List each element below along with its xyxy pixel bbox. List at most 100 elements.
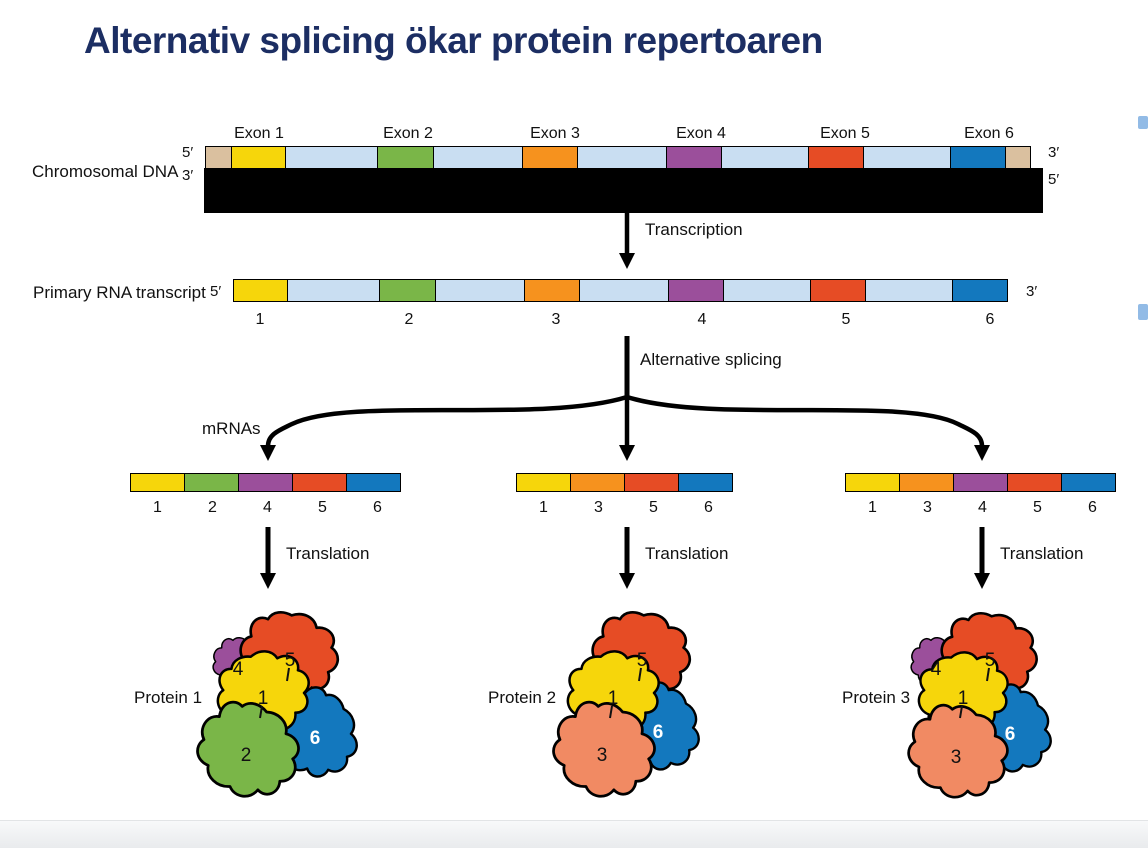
bottom-strip	[0, 820, 1148, 848]
protein-3-label: Protein 3	[842, 688, 911, 707]
mrna-exon-segment	[184, 473, 239, 492]
protein-subunit-number: 6	[653, 722, 664, 743]
rna-exon-2	[379, 279, 436, 302]
rna-numbers-row: 1 2 3 4 5 6	[233, 311, 1018, 331]
protein-subunit-blob	[556, 640, 671, 746]
protein-subunit-number: 4	[233, 659, 244, 680]
mrna-exon-segment	[1007, 473, 1062, 492]
translation-arrow-1	[260, 527, 276, 589]
protein-1-cluster: 4 5 6 1 2	[180, 605, 375, 816]
mrna-exon-segment	[953, 473, 1008, 492]
protein-subunit-blob	[254, 671, 375, 795]
mrna-exon-number: 4	[263, 499, 272, 516]
subunit-cleft-line	[259, 705, 263, 719]
primary-rna-bar	[233, 279, 1018, 302]
mrna-3-bar	[845, 473, 1120, 492]
translation-label-3: Translation	[1000, 544, 1084, 563]
rna-exon-number: 4	[697, 311, 707, 328]
dna-5prime-right: 5′	[1048, 171, 1060, 188]
protein-subunit-blob	[934, 606, 1044, 705]
exon-3-label: Exon 3	[530, 125, 580, 142]
protein-subunit-blob	[536, 684, 673, 816]
rna-intron	[723, 279, 811, 302]
mrna-exon-segment	[346, 473, 401, 492]
mrna-exon-number: 5	[318, 499, 327, 516]
mrna-exon-number: 2	[208, 499, 217, 516]
mrna-exon-segment	[845, 473, 900, 492]
rna-intron	[287, 279, 380, 302]
protein-subunit-number: 3	[951, 747, 962, 768]
protein-subunit-number: 4	[931, 659, 942, 680]
rna-3prime: 3′	[1026, 283, 1038, 300]
rna-exon-4	[668, 279, 724, 302]
protein-subunit-number: 1	[958, 688, 969, 709]
mrna-exon-segment	[516, 473, 571, 492]
mrna-exon-number: 5	[649, 499, 658, 516]
protein-subunit-number: 5	[285, 650, 296, 671]
exon-6-label: Exon 6	[964, 125, 1014, 142]
protein-subunit-number: 5	[637, 650, 648, 671]
mrna-exon-number: 1	[539, 499, 548, 516]
subunit-cleft-line	[986, 667, 990, 682]
rna-exon-3	[524, 279, 580, 302]
exon-labels-row: Exon 1 Exon 2 Exon 3 Exon 4 Exon 5 Exon …	[205, 125, 1043, 145]
protein-subunit-number: 2	[241, 745, 252, 766]
dna-3prime-left: 3′	[182, 167, 194, 184]
alternative-splicing-label: Alternative splicing	[640, 350, 782, 369]
mrna-exon-number: 1	[868, 499, 877, 516]
rna-exon-6	[952, 279, 1008, 302]
primary-rna-label: Primary RNA transcript	[33, 283, 206, 302]
mrna-1-numbers: 1 2 4 5 6	[130, 499, 405, 517]
slide-title: Alternativ splicing ökar protein reperto…	[84, 20, 823, 61]
mrna-exon-segment	[899, 473, 954, 492]
translation-arrow-3	[974, 527, 990, 589]
protein-2-label: Protein 2	[488, 688, 557, 707]
transcription-label: Transcription	[645, 220, 743, 239]
exon-4-label: Exon 4	[676, 125, 726, 142]
protein-subunit-number: 1	[608, 688, 619, 709]
mrna-exon-number: 4	[978, 499, 987, 516]
exon-2-label: Exon 2	[383, 125, 433, 142]
mrna-exon-segment	[1061, 473, 1116, 492]
protein-subunit-blob	[951, 668, 1068, 789]
transcription-arrow	[619, 209, 635, 269]
protein-subunit-blob	[205, 630, 276, 697]
protein-subunit-number: 5	[985, 650, 996, 671]
protein-subunit-blob	[585, 605, 697, 707]
rna-exon-number: 6	[985, 311, 995, 328]
mrna-3-numbers: 1 3 4 5 6	[845, 499, 1120, 517]
mrna-exon-segment	[130, 473, 185, 492]
dna-3prime-right: 3′	[1048, 144, 1060, 161]
rna-exon-number: 1	[255, 311, 265, 328]
protein-subunit-blob	[233, 605, 345, 707]
mrna-exon-number: 3	[923, 499, 932, 516]
rna-intron	[579, 279, 669, 302]
mrna-exon-number: 6	[1088, 499, 1097, 516]
mrna-1-bar	[130, 473, 405, 492]
scrollbar-marker-bottom[interactable]	[1138, 304, 1148, 320]
exon-5-label: Exon 5	[820, 125, 870, 142]
rna-5prime: 5′	[210, 283, 222, 300]
protein-subunit-blob	[891, 687, 1025, 817]
mrna-exon-number: 1	[153, 499, 162, 516]
rna-intron	[435, 279, 525, 302]
mrna-exon-number: 5	[1033, 499, 1042, 516]
translation-label-1: Translation	[286, 544, 370, 563]
dna-strand-divider	[204, 167, 1043, 213]
mrna-2-numbers: 1 3 5 6	[516, 499, 736, 517]
protein-2-cluster: 5 6 1 3	[536, 605, 716, 816]
protein-subunit-blob	[908, 641, 1020, 745]
rna-exon-number: 3	[551, 311, 561, 328]
protein-3-cluster: 4 5 6 1 3	[891, 606, 1068, 817]
dna-5prime-left: 5′	[182, 144, 194, 161]
scrollbar-marker-top[interactable]	[1138, 116, 1148, 129]
subunit-cleft-line	[286, 667, 290, 682]
protein-subunit-number: 3	[597, 745, 608, 766]
subunit-cleft-line	[609, 705, 613, 719]
mrna-exon-segment	[624, 473, 679, 492]
alternative-splicing-arrows	[260, 336, 990, 461]
translation-label-2: Translation	[645, 544, 729, 563]
mrna-exon-segment	[678, 473, 733, 492]
protein-subunit-blob	[903, 630, 974, 697]
